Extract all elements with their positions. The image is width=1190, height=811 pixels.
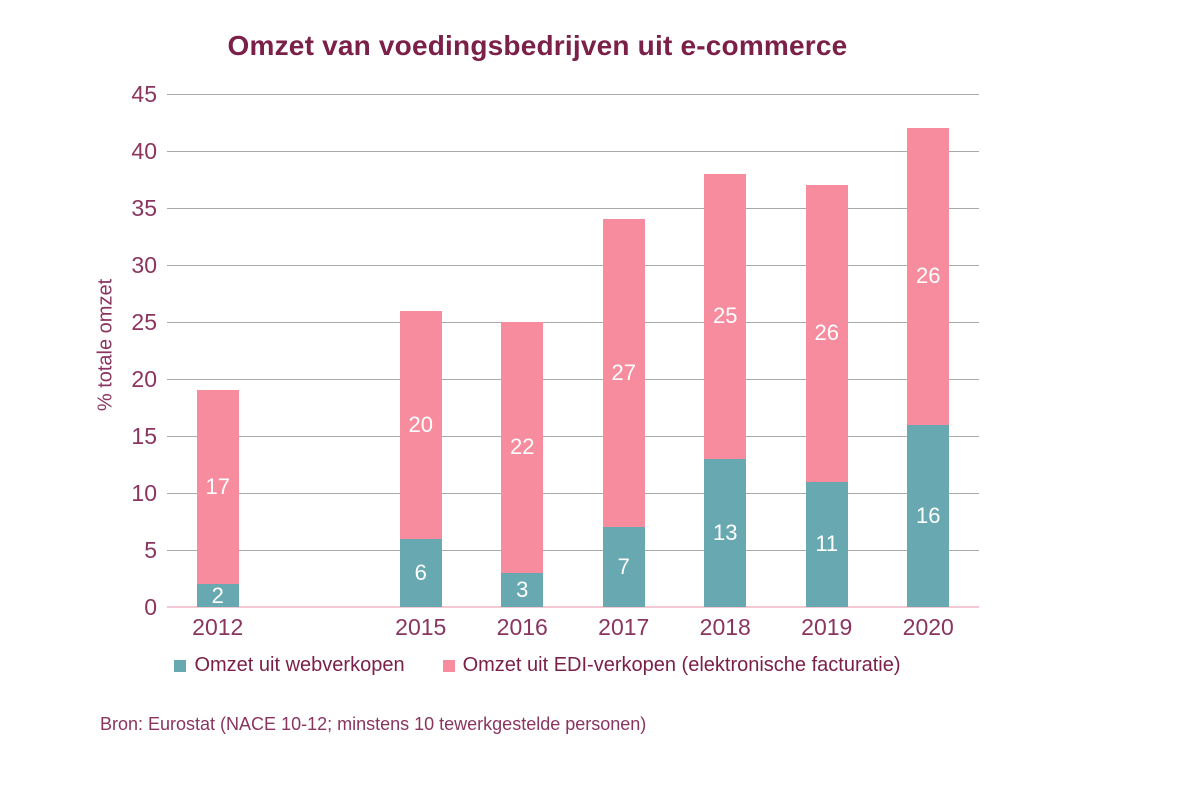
y-tick-label: 15 (131, 423, 157, 449)
legend-label: Omzet uit webverkopen (194, 654, 405, 676)
bar-segment: 13 (704, 458, 747, 607)
y-tick-label: 20 (131, 366, 157, 392)
bar-value-label: 26 (916, 263, 941, 289)
bar-segment: 22 (501, 322, 544, 573)
bar-segment: 20 (399, 310, 442, 539)
legend-item: Omzet uit EDI-verkopen (elektronische fa… (442, 654, 901, 677)
x-tick-label: 2020 (902, 614, 954, 640)
y-tick-label: 25 (131, 309, 157, 335)
bar-value-label: 25 (713, 303, 738, 329)
bar-value-label: 13 (713, 519, 738, 545)
x-tick-label: 2015 (395, 614, 447, 640)
gridline (167, 550, 979, 551)
bar-segment: 2 (196, 582, 239, 608)
bar-segment: 26 (805, 185, 848, 482)
y-tick-label: 0 (144, 594, 157, 620)
bar-value-label: 17 (205, 474, 230, 500)
bar-segment: 6 (399, 538, 442, 607)
gridline (167, 265, 979, 266)
legend: Omzet uit webverkopen Omzet uit EDI-verko… (0, 654, 1075, 677)
bar-value-label: 22 (510, 434, 535, 460)
y-tick-label: 45 (131, 81, 157, 107)
gridline (167, 151, 979, 152)
x-tick-label: 2018 (699, 614, 751, 640)
bar-value-label: 27 (611, 360, 636, 386)
legend-swatch (174, 659, 187, 672)
x-tick-label: 2019 (801, 614, 853, 640)
y-tick-label: 35 (131, 195, 157, 221)
bar-value-label: 20 (408, 411, 433, 437)
legend-swatch (442, 659, 455, 672)
bar-value-label: 16 (916, 502, 941, 528)
y-tick-label: 30 (131, 252, 157, 278)
chart-title: Omzet van voedingsbedrijven uit e-commer… (227, 30, 848, 61)
bar-value-label: 11 (815, 531, 839, 557)
bar-value-label: 26 (814, 320, 839, 346)
bar-value-label: 6 (414, 559, 427, 585)
y-tick-label: 10 (131, 480, 157, 506)
y-tick-label: 5 (144, 537, 157, 563)
x-tick-label: 2012 (192, 614, 244, 640)
gridline (167, 322, 979, 323)
bar-segment: 11 (805, 481, 848, 607)
bar-segment: 26 (907, 128, 950, 425)
bar-segment: 3 (501, 572, 544, 607)
gridline (167, 379, 979, 380)
bar-value-label: 2 (211, 582, 224, 608)
plot-area: 2 17 6 20 3 22 7 27 13 25 11 26 16 26 (167, 94, 979, 608)
gridline (167, 94, 979, 95)
source-note: Bron: Eurostat (NACE 10-12; minstens 10 … (100, 714, 647, 734)
y-tick-label: 40 (131, 138, 157, 164)
legend-item: Omzet uit webverkopen (174, 654, 405, 677)
bar-value-label: 7 (617, 554, 630, 580)
bar-value-label: 3 (516, 576, 529, 602)
bar-segment: 17 (196, 390, 239, 585)
x-tick-label: 2016 (496, 614, 548, 640)
bar-segment: 27 (602, 219, 645, 528)
gridline (167, 436, 979, 437)
bar-segment: 7 (602, 527, 645, 607)
legend-label: Omzet uit EDI-verkopen (elektronische fa… (462, 654, 901, 676)
x-tick-label: 2017 (598, 614, 650, 640)
bar-segment: 25 (704, 173, 747, 459)
gridline (167, 208, 979, 209)
gridline (167, 493, 979, 494)
x-axis-baseline (167, 606, 979, 608)
bar-segment: 16 (907, 424, 950, 607)
